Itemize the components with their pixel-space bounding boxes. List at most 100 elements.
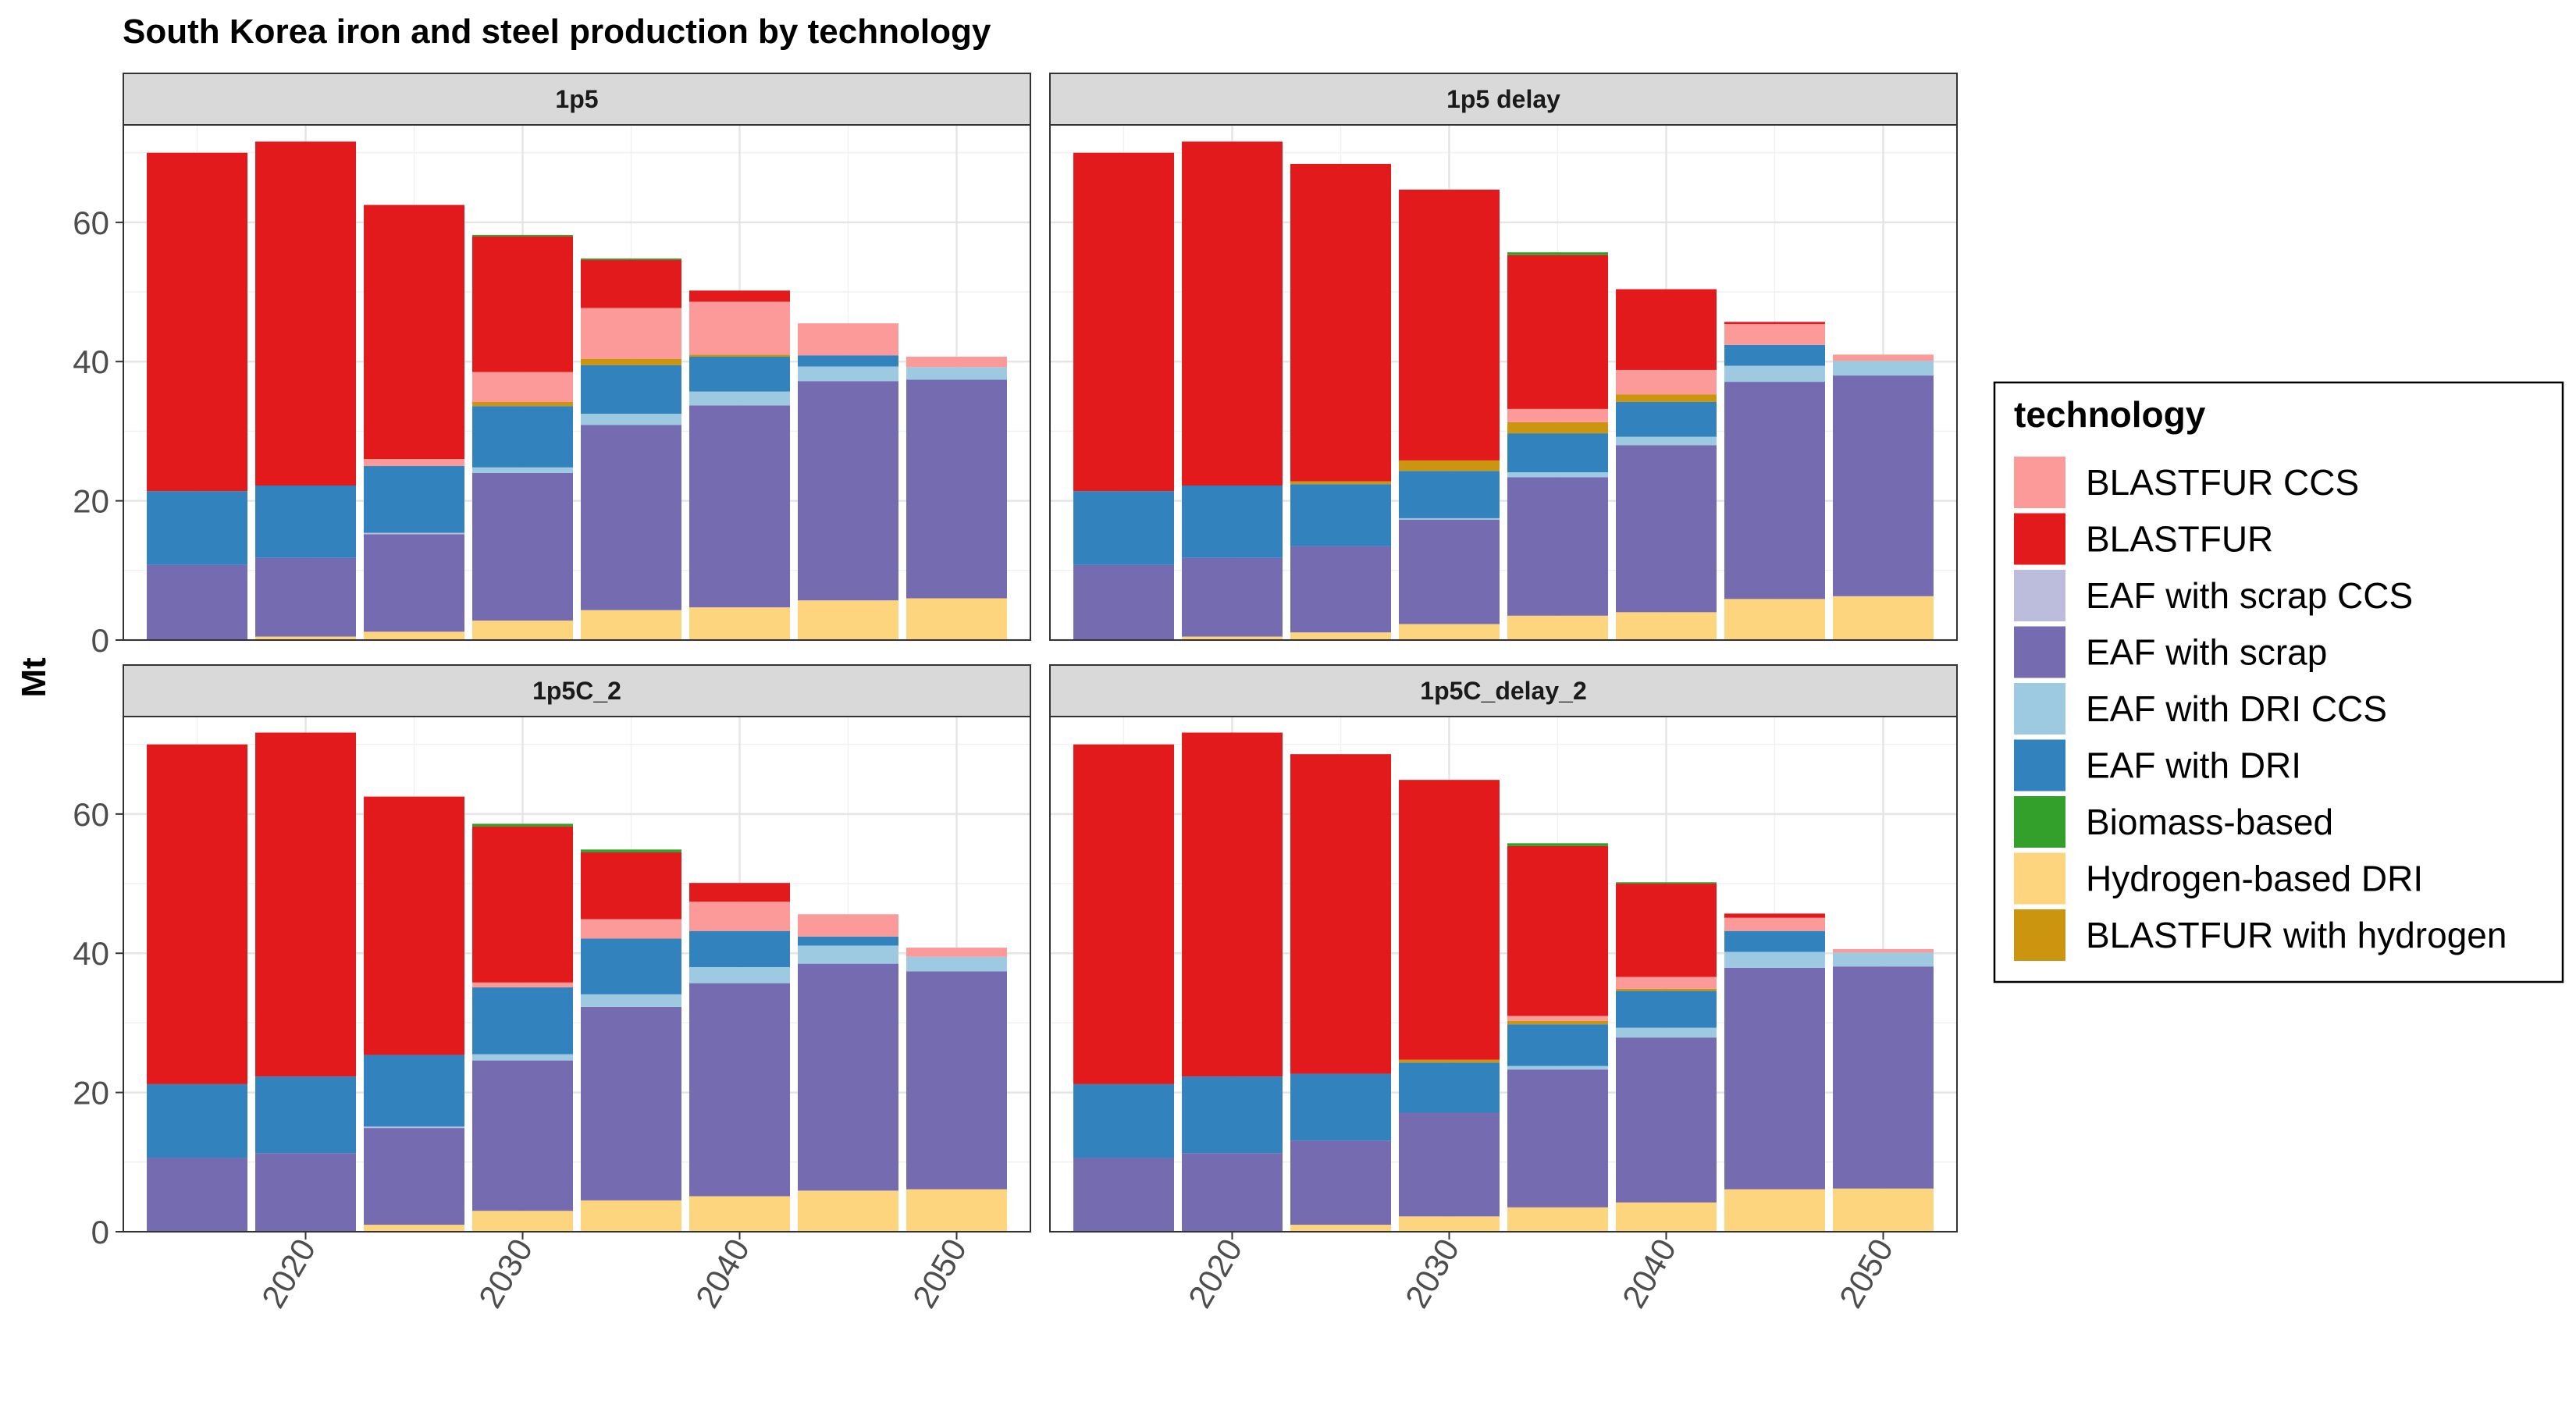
x-tick-label: 2020: [254, 1232, 322, 1314]
bar-segment: [472, 1211, 573, 1232]
legend-key: [2014, 457, 2065, 508]
bar-segment: [797, 600, 898, 640]
bar-segment: [1182, 732, 1283, 1077]
bar-segment: [1507, 843, 1608, 846]
bar-segment: [1399, 1062, 1500, 1113]
legend-label: Hydrogen-based DRI: [2086, 859, 2423, 899]
bar-segment: [255, 486, 357, 558]
bar-segment: [1615, 436, 1717, 446]
bar-segment: [1724, 917, 1825, 931]
y-tick-label: 60: [73, 205, 109, 241]
bar-segment: [688, 290, 790, 302]
y-axis-label: Mt: [15, 657, 53, 698]
bar-segment: [472, 467, 573, 473]
bar-segment: [1182, 557, 1283, 637]
legend-key: [2014, 852, 2065, 905]
bar-segment: [1507, 1016, 1608, 1021]
bar-segment: [906, 1189, 1007, 1232]
bar-segment: [581, 919, 681, 939]
bar-segment: [1507, 422, 1608, 434]
bar-segment: [581, 938, 681, 994]
bar-segment: [1507, 472, 1608, 478]
legend-label: BLASTFUR: [2086, 519, 2273, 560]
bar-segment: [1290, 1140, 1392, 1225]
facet-panel: 1p5 delay: [1049, 73, 1958, 642]
bar-segment: [1832, 966, 1934, 1189]
bar-segment: [1507, 1207, 1608, 1232]
bar-segment: [1399, 1059, 1500, 1063]
legend-key: [2014, 683, 2065, 735]
bar-segment: [147, 564, 248, 640]
bar-segment: [255, 636, 357, 640]
x-tick-label: 2050: [1832, 1232, 1900, 1314]
bar-segment: [688, 405, 790, 608]
bar-segment: [1832, 952, 1934, 967]
legend-label: EAF with DRI: [2086, 745, 2301, 786]
bar-segment: [581, 610, 681, 640]
bar-segment: [906, 357, 1007, 368]
panel-border: [123, 716, 1031, 1232]
bar-segment: [147, 744, 248, 1084]
bar-segment: [1073, 1083, 1175, 1158]
bar-segment: [472, 372, 573, 402]
bar-segment: [1724, 1189, 1825, 1232]
bar-segment: [1724, 951, 1825, 968]
y-tick-label: 0: [91, 622, 109, 659]
facet-strip-label: 1p5C_2: [532, 677, 621, 705]
bar-segment: [472, 234, 573, 237]
bar-segment: [688, 607, 790, 640]
legend-key: [2014, 626, 2065, 678]
bar-segment: [1615, 991, 1717, 1028]
bar-segment: [1507, 254, 1608, 409]
bar-segment: [581, 258, 681, 261]
bar-segment: [581, 358, 681, 365]
bar-segment: [255, 732, 357, 1077]
bar-segment: [364, 1225, 465, 1232]
panel-border: [1049, 124, 1958, 641]
bar-segment: [1399, 189, 1500, 461]
bar-segment: [364, 1128, 465, 1225]
legend-label: EAF with scrap: [2086, 632, 2327, 673]
legend-label: EAF with DRI CCS: [2086, 688, 2387, 729]
legend-title: technology: [2014, 394, 2206, 435]
bar-segment: [797, 914, 898, 937]
bar-segment: [364, 534, 465, 632]
bar-segment: [1615, 884, 1717, 977]
bar-segment: [472, 621, 573, 640]
bar-segment: [1615, 1027, 1717, 1038]
bar-segment: [906, 598, 1007, 640]
bar-segment: [1615, 976, 1717, 989]
bar-segment: [1399, 519, 1500, 624]
bar-segment: [1073, 744, 1175, 1084]
bar-segment: [1182, 636, 1283, 640]
bar-segment: [1182, 486, 1283, 558]
bar-segment: [688, 391, 790, 406]
bar-segment: [581, 994, 681, 1007]
bar-segment: [1399, 460, 1500, 471]
bar-segment: [797, 366, 898, 382]
bar-segment: [1615, 445, 1717, 613]
bar-segment: [1832, 375, 1934, 596]
bar-segment: [581, 1200, 681, 1232]
bar-segment: [472, 982, 573, 987]
bar-segment: [1507, 252, 1608, 255]
bar-segment: [472, 1060, 573, 1211]
bar-segment: [1399, 518, 1500, 520]
bar-segment: [797, 381, 898, 601]
bar-segment: [688, 967, 790, 984]
bar-segment: [1724, 382, 1825, 599]
legend-key: [2014, 513, 2065, 565]
y-tick-label: 20: [73, 1075, 109, 1112]
bar-segment: [1832, 361, 1934, 376]
legend-label: BLASTFUR with hydrogen: [2086, 915, 2507, 955]
bar-segment: [797, 963, 898, 1191]
bar-segment: [1615, 401, 1717, 437]
bar-segment: [906, 956, 1007, 972]
bar-segment: [472, 826, 573, 983]
bar-segment: [472, 987, 573, 1055]
bar-segment: [688, 902, 790, 931]
bar-segment: [147, 1083, 248, 1158]
bar-segment: [1290, 163, 1392, 482]
